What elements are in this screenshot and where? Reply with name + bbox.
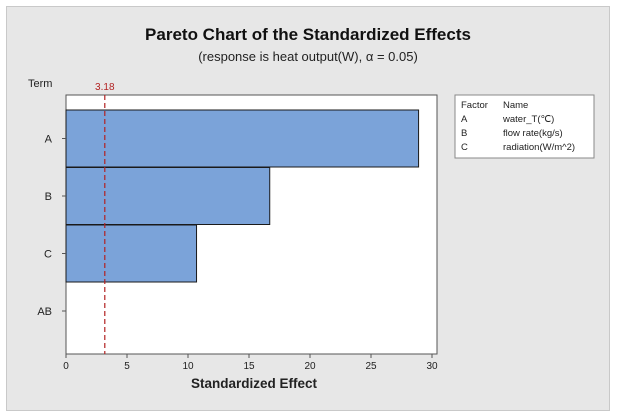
- legend-name: radiation(W/m^2): [503, 142, 575, 153]
- category-label-a: A: [45, 134, 53, 146]
- legend-factor: B: [461, 128, 467, 139]
- bar-b: [65, 167, 271, 225]
- bars-group: [65, 109, 420, 283]
- bar-c: [65, 224, 198, 283]
- category-label-c: C: [44, 249, 52, 261]
- category-label-b: B: [45, 191, 52, 203]
- legend-name: water_T(℃): [502, 114, 554, 125]
- x-tick-label: 10: [182, 361, 194, 372]
- legend-factor: A: [461, 114, 468, 125]
- legend-header-factor: Factor: [461, 100, 488, 111]
- x-axis-ticks: 0 5 10 15 20 25 30: [63, 354, 438, 372]
- legend: Factor Name A water_T(℃) B flow rate(kg/…: [454, 94, 595, 159]
- chart-subtitle: (response is heat output(W), α = 0.05): [198, 49, 418, 64]
- legend-header-name: Name: [503, 100, 528, 111]
- chart-title: Pareto Chart of the Standardized Effects: [145, 25, 471, 44]
- legend-name: flow rate(kg/s): [503, 128, 563, 139]
- x-tick-label: 0: [63, 361, 69, 372]
- category-label-ab: AB: [37, 306, 52, 318]
- x-tick-label: 20: [304, 361, 316, 372]
- x-tick-label: 30: [426, 361, 438, 372]
- x-tick-label: 5: [124, 361, 130, 372]
- reference-line-label: 3.18: [95, 82, 115, 93]
- legend-box: [454, 94, 595, 159]
- x-tick-label: 15: [243, 361, 255, 372]
- legend-factor: C: [461, 142, 468, 153]
- x-axis-label: Standardized Effect: [191, 376, 318, 391]
- y-axis-label: Term: [28, 78, 52, 90]
- bar-a: [65, 109, 420, 168]
- x-tick-label: 25: [365, 361, 377, 372]
